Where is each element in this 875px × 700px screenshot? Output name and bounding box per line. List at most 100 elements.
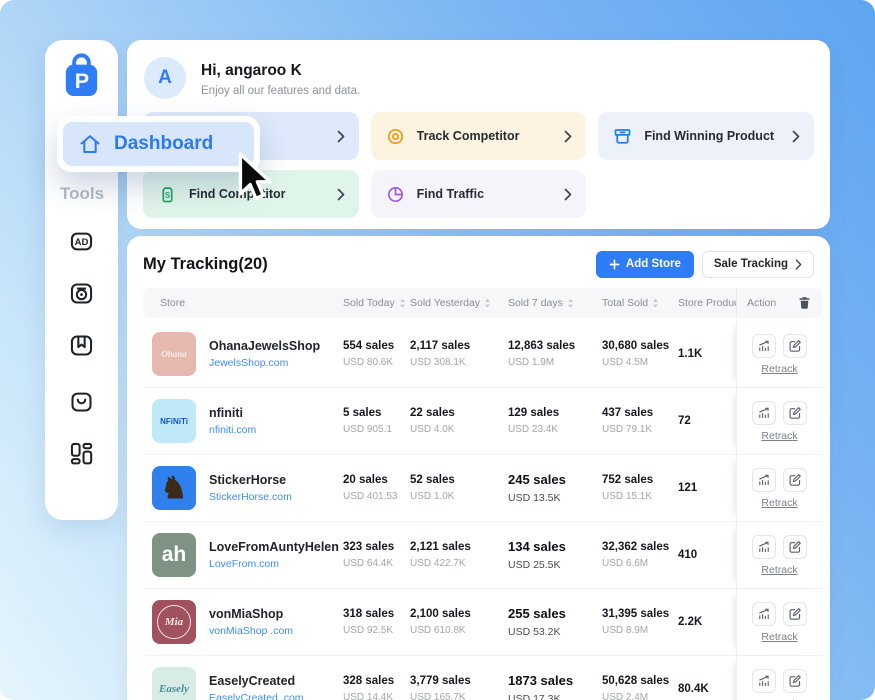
store-domain-link[interactable]: vonMiaShop .com [209,625,294,637]
retrack-link[interactable]: Retrack [761,496,798,509]
store-domain-link[interactable]: LoveFrom.com [209,558,280,570]
feature-card-find-winning-product[interactable]: Find Winning Product [598,112,814,160]
sort-icon[interactable] [484,298,491,309]
sold-yesterday-cell: 2,117 sales USD 308.1K [410,340,508,368]
chart-icon [757,607,771,621]
store-domain-link[interactable]: nfiniti.com [209,424,257,436]
col-sold-yesterday[interactable]: Sold Yesterday [410,297,508,309]
sales-value: 31,395 sales [602,608,670,620]
sales-value: 3,779 sales [410,675,471,687]
edit-button[interactable] [783,467,807,492]
sidebar-item-dashboard[interactable]: Dashboard [63,122,254,166]
sale-tracking-button[interactable]: Sale Tracking [701,250,814,278]
store-name[interactable]: nfiniti [209,406,244,420]
store-logo-text: ah [161,543,187,566]
retrack-link[interactable]: Retrack [761,429,798,442]
col-store[interactable]: Store [160,297,186,309]
edit-button[interactable] [783,668,807,693]
sold-7-days-cell: 255 sales USD 53.2K [508,606,602,638]
table-row: Easely EaselyCreated EaselyCreated .com 328… [143,656,822,700]
store-name[interactable]: vonMiaShop [209,607,284,621]
table-row: ah LoveFromAuntyHelen LoveFrom.com 323 sale… [143,522,822,589]
usd-value: USD 165.7K [410,692,466,700]
sold-today-cell: 323 sales USD 64.4K [343,541,410,569]
col-store-products[interactable]: Store Products [678,297,736,309]
store-products-cell: 72 [678,415,691,427]
col-sold-7-days[interactable]: Sold 7 days [508,297,602,309]
chevron-right-icon [792,130,800,143]
store-name[interactable]: OhanaJewelsShop [209,339,321,353]
stats-button[interactable] [752,534,776,559]
stats-button[interactable] [752,601,776,626]
usd-value: USD 4.0K [410,424,455,435]
retrack-link[interactable]: Retrack [761,698,797,700]
usd-value: USD 14.4K [343,692,394,700]
usd-value: USD 8.9M [602,625,649,636]
ads-icon[interactable]: AD [68,228,95,255]
action-cell: Retrack [736,388,822,454]
retrack-link[interactable]: Retrack [761,563,798,576]
sold-today-cell: 20 sales USD 401.53 [343,474,410,502]
chart-icon [757,473,771,487]
col-sold-today[interactable]: Sold Today [343,297,410,309]
dashboard-label: Dashboard [114,133,214,154]
bookmark-icon[interactable] [68,332,95,359]
action-cell: Retrack [736,656,822,700]
sold-7-days-cell: 129 sales USD 23.4K [508,407,602,435]
sales-value: 2,121 sales [410,541,471,553]
sales-value: 52 sales [410,474,455,486]
store-name[interactable]: EaselyCreated [209,674,296,688]
store-logo: Ohana [152,332,196,376]
retrack-link[interactable]: Retrack [761,630,798,643]
sort-icon[interactable] [567,298,574,309]
stats-button[interactable] [752,467,776,492]
stats-button[interactable] [752,400,776,425]
edit-icon [788,674,802,688]
sales-value: 22 sales [410,407,455,419]
feature-card-find-competitor[interactable]: S Find Competitor [143,170,359,218]
sold-7-days-cell: 12,863 sales USD 1.9M [508,340,602,368]
chevron-right-icon [337,130,345,143]
edit-button[interactable] [783,400,807,425]
stats-button[interactable] [752,668,776,693]
usd-value: USD 53.2K [508,626,561,638]
usd-value: USD 308.1K [410,357,466,368]
feature-card-track-competitor[interactable]: Track Competitor [370,112,587,160]
sales-value: 2,117 sales [410,340,471,352]
add-store-button[interactable]: Add Store [595,250,694,278]
sold-today-cell: 5 sales USD 905.1 [343,407,410,435]
app-logo-bag-icon[interactable]: P [58,50,105,102]
store-bag-icon[interactable] [68,388,95,415]
feature-card-find-traffic[interactable]: Find Traffic [370,170,587,218]
sidebar: P Tools AD [45,40,118,520]
trash-icon[interactable] [797,295,812,311]
usd-value: USD 64.4K [343,558,394,569]
store-domain-link[interactable]: StickerHorse.com [209,491,292,503]
svg-text:P: P [75,69,89,93]
sort-icon[interactable] [399,298,406,309]
retrack-link[interactable]: Retrack [761,362,798,375]
edit-button[interactable] [783,534,807,559]
store-domain-link[interactable]: JewelsShop.com [209,357,289,369]
apps-grid-icon[interactable] [68,440,95,467]
sales-value: 5 sales [343,407,382,419]
edit-button[interactable] [783,601,807,626]
usd-value: USD 15.1K [602,491,653,502]
usd-value: USD 422.7K [410,558,466,569]
sales-value: 318 sales [343,608,395,620]
store-cell: Ohana OhanaJewelsShop JewelsShop.com [143,332,343,376]
store-logo-text: NFiNiTi [160,416,188,426]
avatar[interactable]: A [144,57,186,99]
total-sold-cell: 437 sales USD 79.1K [602,407,678,435]
tracking-title: My Tracking(20) [143,254,268,273]
store-domain-link[interactable]: EaselyCreated .com [209,692,304,700]
sort-icon[interactable] [652,298,659,309]
edit-button[interactable] [783,333,807,358]
tracker-icon[interactable] [68,280,95,307]
store-name[interactable]: LoveFromAuntyHelen [209,540,339,554]
store-name[interactable]: StickerHorse [209,473,287,487]
sales-value: 134 sales [508,539,566,554]
col-total-sold[interactable]: Total Sold [602,297,678,309]
chevron-right-icon [795,258,802,270]
stats-button[interactable] [752,333,776,358]
